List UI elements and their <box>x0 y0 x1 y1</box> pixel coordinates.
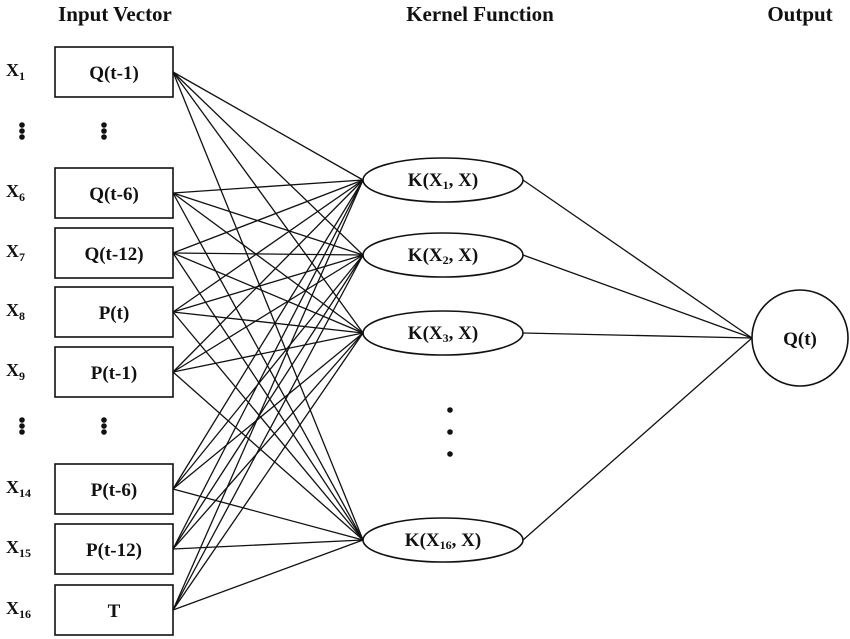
edge-input-4-kernel-3 <box>172 311 364 334</box>
output-circle <box>751 289 849 387</box>
input-variable: X9 <box>6 360 25 383</box>
input-node: P(t-1) X9 <box>6 346 174 398</box>
input-label: P(t) <box>99 303 130 324</box>
ellipsis-dots-icon <box>19 122 25 140</box>
edge-input-8-kernel-1 <box>172 179 364 611</box>
input-variable: X1 <box>6 60 25 83</box>
edge-kernel-1-output <box>522 179 753 339</box>
edge-input-8-kernel-3 <box>172 332 364 611</box>
kernel-label: K(X2, X) <box>408 245 478 267</box>
ellipsis-dots-icon <box>101 417 107 435</box>
edge-input-3-kernel-3 <box>172 252 364 334</box>
input-label: Q(t-12) <box>84 244 143 265</box>
edge-input-7-kernel-1 <box>172 179 364 550</box>
edge-input-4-kernel-4 <box>172 311 364 541</box>
kernel-ellipse <box>362 517 524 563</box>
edge-input-7-kernel-4 <box>172 539 364 550</box>
ellipsis-dots-icon <box>101 122 107 140</box>
kernel-ellipse <box>362 310 524 356</box>
kernel-label: K(X1, X) <box>408 170 478 192</box>
edge-input-5-kernel-4 <box>172 371 364 541</box>
edge-input-6-kernel-1 <box>172 179 364 490</box>
input-label: Q(t-6) <box>89 184 139 205</box>
ellipsis-dots-icon <box>19 417 25 435</box>
kernel-node: K(X2, X) <box>362 232 524 278</box>
input-variable: X8 <box>6 300 25 323</box>
input-variable: X7 <box>6 241 25 264</box>
edge-kernel-4-output <box>522 337 753 541</box>
input-node: P(t) X8 <box>6 286 174 338</box>
input-node: Q(t-12) X7 <box>6 227 174 279</box>
header-input-vector: Input Vector <box>58 2 172 26</box>
input-box <box>54 286 174 338</box>
input-label: P(t-6) <box>91 480 137 501</box>
input-box <box>54 46 174 98</box>
edge-input-8-kernel-2 <box>172 254 364 611</box>
edge-kernel-2-output <box>522 254 753 339</box>
input-box <box>54 463 174 515</box>
edge-input-7-kernel-3 <box>172 332 364 550</box>
input-label: Q(t-1) <box>89 63 139 84</box>
edge-input-2-kernel-4 <box>172 192 364 541</box>
kernel-label: K(X16, X) <box>405 530 481 552</box>
kernel-ellipse <box>362 232 524 278</box>
edge-input-2-kernel-1 <box>172 179 364 194</box>
input-node: P(t-6) X14 <box>6 463 174 515</box>
header-kernel-function: Kernel Function <box>406 2 554 26</box>
input-node: P(t-12) X15 <box>6 523 174 575</box>
input-box <box>54 227 174 279</box>
output-label: Q(t) <box>783 329 817 350</box>
edge-input-8-kernel-4 <box>172 539 364 611</box>
input-label: T <box>108 601 121 622</box>
edge-input-4-kernel-2 <box>172 254 364 313</box>
kernel-ellipse <box>362 157 524 203</box>
input-variable: X6 <box>6 181 25 204</box>
edge-input-6-kernel-4 <box>172 488 364 541</box>
input-node: Q(t-1) X1 <box>6 46 174 98</box>
edge-input-1-kernel-1 <box>172 71 364 181</box>
header-output: Output <box>767 2 832 26</box>
input-box <box>54 584 174 636</box>
edge-input-1-kernel-4 <box>172 71 364 541</box>
edge-input-6-kernel-3 <box>172 332 364 490</box>
input-variable: X15 <box>6 537 31 560</box>
edge-input-2-kernel-2 <box>172 192 364 256</box>
input-node: Q(t-6) X6 <box>6 167 174 219</box>
input-box <box>54 167 174 219</box>
input-label: P(t-12) <box>86 540 142 561</box>
input-variable: X14 <box>6 477 31 500</box>
kernel-label: K(X3, X) <box>408 323 478 345</box>
edge-input-5-kernel-3 <box>172 332 364 373</box>
edge-input-3-kernel-2 <box>172 252 364 256</box>
edge-input-6-kernel-2 <box>172 254 364 490</box>
edge-input-4-kernel-1 <box>172 179 364 313</box>
connections <box>172 71 753 611</box>
kernel-node: K(X16, X) <box>362 517 524 563</box>
edge-input-5-kernel-2 <box>172 254 364 373</box>
input-node: T X16 <box>6 584 174 636</box>
edge-input-7-kernel-2 <box>172 254 364 550</box>
input-box <box>54 346 174 398</box>
input-label: P(t-1) <box>91 363 137 384</box>
edge-kernel-3-output <box>522 332 753 339</box>
input-box <box>54 523 174 575</box>
edge-input-3-kernel-1 <box>172 179 364 254</box>
edge-input-2-kernel-3 <box>172 192 364 334</box>
kernel-node: K(X3, X) <box>362 310 524 356</box>
ellipsis-dots-icon <box>447 407 453 457</box>
output-node: Q(t) <box>751 289 849 387</box>
input-variable: X16 <box>6 598 31 621</box>
edge-input-1-kernel-3 <box>172 71 364 334</box>
kernel-node: K(X1, X) <box>362 157 524 203</box>
edge-input-1-kernel-2 <box>172 71 364 256</box>
edge-input-5-kernel-1 <box>172 179 364 373</box>
